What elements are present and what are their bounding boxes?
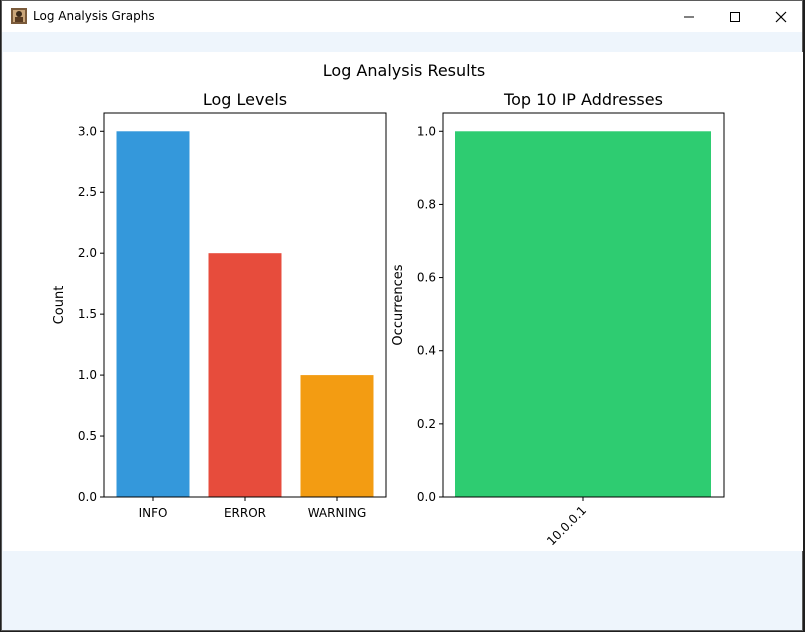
bar-info: [116, 131, 190, 497]
app-icon: [11, 8, 27, 24]
close-icon: [775, 11, 787, 22]
minimize-button[interactable]: [666, 1, 712, 32]
figure-suptitle: Log Analysis Results: [323, 61, 485, 80]
y-tick-label: 1.0: [417, 124, 436, 138]
chart-title-top-10-ip-addresses: Top 10 IP Addresses: [503, 90, 663, 109]
maximize-icon: [730, 11, 740, 22]
y-axis-label: Occurrences: [391, 264, 406, 345]
figure-canvas: Log Analysis Results 0.0 0.5 1.0 1.5 2.0 2.5 3…: [3, 52, 803, 551]
y-tick-label: 1.5: [78, 307, 97, 321]
y-tick-label: 0.6: [417, 271, 436, 285]
x-tick-label: INFO: [139, 506, 168, 520]
chart-top-ip-addresses: 0.0 0.2 0.4 0.6 0.8 1.0 10.0.0.1 Top 10 IP Addr…: [391, 90, 725, 548]
chart-log-levels: 0.0 0.5 1.0 1.5 2.0 2.5 3.0 INFO ERROR WARNING Log…: [52, 90, 387, 520]
x-tick-label: WARNING: [308, 506, 367, 520]
y-tick-label: 0.0: [78, 490, 97, 504]
window-title: Log Analysis Graphs: [33, 9, 155, 23]
bar-10-0-0-1: [455, 131, 711, 497]
y-tick-label: 0.0: [417, 490, 436, 504]
chart-title-log-levels: Log Levels: [203, 90, 287, 109]
close-button[interactable]: [758, 1, 804, 32]
bar-warning: [300, 375, 374, 497]
title-bar[interactable]: Log Analysis Graphs: [2, 1, 802, 32]
x-tick-label: ERROR: [224, 506, 266, 520]
figure-svg: Log Analysis Results 0.0 0.5 1.0 1.5 2.0 2.5 3…: [52, 61, 725, 548]
y-tick-label: 0.8: [417, 197, 436, 211]
y-tick-label: 2.5: [78, 185, 97, 199]
y-tick-label: 0.2: [417, 417, 436, 431]
y-axis-label: Count: [52, 286, 67, 325]
y-tick-label: 2.0: [78, 246, 97, 260]
minimize-icon: [684, 16, 694, 17]
bar-error: [208, 253, 282, 497]
maximize-button[interactable]: [712, 1, 758, 32]
x-tick-label: 10.0.0.1: [544, 503, 589, 548]
y-tick-label: 1.0: [78, 368, 97, 382]
y-tick-label: 3.0: [78, 124, 97, 138]
y-tick-label: 0.4: [417, 344, 436, 358]
y-tick-label: 0.5: [78, 429, 97, 443]
